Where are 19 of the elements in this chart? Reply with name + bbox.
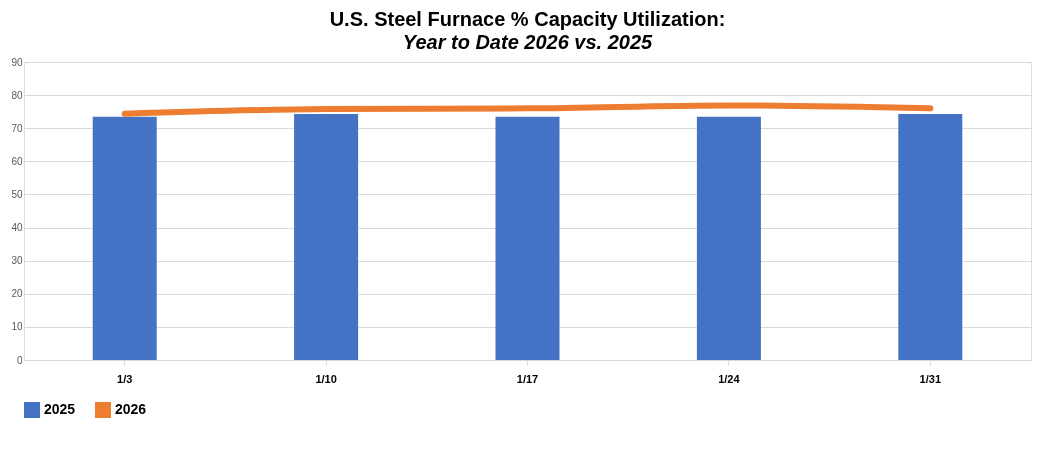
x-tick-label: 1/3 xyxy=(117,372,133,385)
y-tick-label: 50 xyxy=(11,188,23,200)
x-tick-label: 1/24 xyxy=(718,372,741,385)
y-tick-label: 70 xyxy=(11,122,23,134)
y-tick-label: 90 xyxy=(11,56,23,68)
legend-label: 2025 xyxy=(44,401,76,417)
legend-label: 2026 xyxy=(115,401,147,417)
y-tick-label: 30 xyxy=(11,255,23,267)
y-tick-label: 0 xyxy=(16,354,23,366)
chart-title: U.S. Steel Furnace % Capacity Utilization: xyxy=(329,8,726,30)
x-tick-label: 1/17 xyxy=(516,372,539,385)
x-tick-label: 1/10 xyxy=(315,372,337,385)
y-tick-label: 20 xyxy=(11,288,23,300)
y-tick-label: 40 xyxy=(11,222,23,234)
x-tick-label: 1/31 xyxy=(919,372,942,385)
chart-subtitle: Year to Date 2026 vs. 2025 xyxy=(402,31,654,53)
y-tick-label: 80 xyxy=(11,89,23,101)
y-tick-label: 60 xyxy=(11,155,23,167)
y-tick-label: 10 xyxy=(11,321,23,333)
